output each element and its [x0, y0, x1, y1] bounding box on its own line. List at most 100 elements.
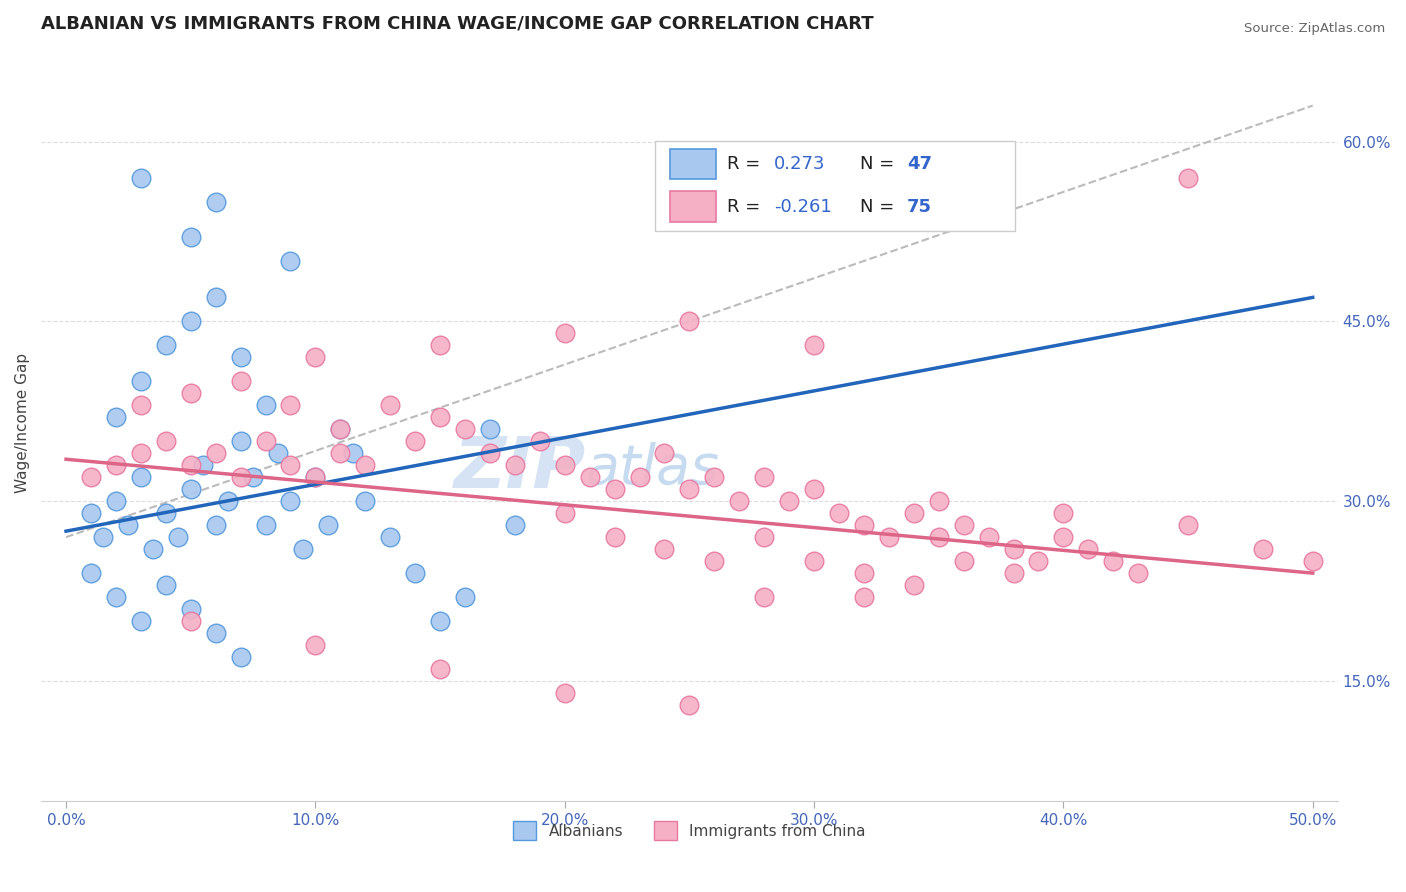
Point: [678, 314, 700, 328]
Point: [316, 518, 339, 533]
Point: [291, 542, 314, 557]
Point: [503, 518, 526, 533]
Point: [928, 530, 950, 544]
Point: [628, 470, 651, 484]
Text: 47: 47: [907, 154, 932, 173]
Point: [554, 506, 576, 520]
Point: [204, 518, 226, 533]
Point: [180, 458, 202, 473]
Point: [229, 434, 252, 449]
Point: [304, 470, 326, 484]
Point: [803, 482, 825, 496]
Text: atlas: atlas: [586, 442, 720, 495]
Point: [204, 446, 226, 460]
Point: [142, 542, 165, 557]
Point: [1052, 506, 1074, 520]
Point: [429, 662, 451, 676]
Point: [104, 494, 127, 508]
Point: [1128, 566, 1150, 581]
Point: [703, 554, 725, 568]
Point: [1052, 530, 1074, 544]
Point: [529, 434, 551, 449]
Point: [803, 338, 825, 352]
Point: [454, 590, 477, 604]
Point: [342, 446, 364, 460]
Point: [204, 626, 226, 640]
Point: [129, 470, 152, 484]
Point: [1028, 554, 1050, 568]
Point: [903, 506, 925, 520]
Point: [852, 566, 875, 581]
FancyBboxPatch shape: [669, 149, 716, 179]
Point: [703, 470, 725, 484]
Point: [603, 530, 626, 544]
Point: [80, 470, 103, 484]
Y-axis label: Wage/Income Gap: Wage/Income Gap: [15, 353, 30, 493]
Point: [129, 374, 152, 388]
Point: [129, 446, 152, 460]
Point: [903, 578, 925, 592]
Point: [454, 422, 477, 436]
Point: [155, 434, 177, 449]
Point: [180, 314, 202, 328]
Text: R =: R =: [727, 197, 766, 216]
Point: [180, 602, 202, 616]
Point: [129, 614, 152, 628]
Point: [877, 530, 900, 544]
Point: [928, 494, 950, 508]
Text: 75: 75: [907, 197, 932, 216]
Point: [104, 410, 127, 425]
Point: [155, 578, 177, 592]
Point: [93, 530, 115, 544]
Point: [167, 530, 190, 544]
Point: [1177, 518, 1199, 533]
Point: [952, 554, 974, 568]
Point: [80, 506, 103, 520]
Point: [329, 446, 352, 460]
Point: [429, 614, 451, 628]
Point: [354, 494, 377, 508]
Point: [778, 494, 800, 508]
Point: [852, 518, 875, 533]
Point: [380, 398, 402, 412]
Point: [117, 518, 139, 533]
Point: [304, 470, 326, 484]
Point: [155, 338, 177, 352]
Point: [754, 470, 776, 484]
Point: [329, 422, 352, 436]
Point: [828, 506, 851, 520]
Point: [429, 410, 451, 425]
Point: [1177, 170, 1199, 185]
Point: [1002, 566, 1025, 581]
Point: [180, 386, 202, 401]
Point: [554, 458, 576, 473]
Point: [242, 470, 264, 484]
Text: ZIP: ZIP: [453, 434, 586, 503]
Point: [217, 494, 239, 508]
Point: [1102, 554, 1125, 568]
Text: N =: N =: [860, 154, 900, 173]
Point: [1002, 542, 1025, 557]
Point: [478, 446, 501, 460]
Point: [229, 470, 252, 484]
Point: [267, 446, 290, 460]
Point: [304, 351, 326, 365]
Point: [654, 446, 676, 460]
Point: [280, 494, 302, 508]
Point: [180, 614, 202, 628]
Point: [654, 542, 676, 557]
Point: [229, 374, 252, 388]
Point: [229, 351, 252, 365]
Point: [193, 458, 215, 473]
Text: 0.273: 0.273: [773, 154, 825, 173]
Point: [129, 398, 152, 412]
Point: [554, 686, 576, 700]
Point: [280, 458, 302, 473]
Point: [180, 230, 202, 244]
Point: [754, 530, 776, 544]
Point: [603, 482, 626, 496]
Text: ALBANIAN VS IMMIGRANTS FROM CHINA WAGE/INCOME GAP CORRELATION CHART: ALBANIAN VS IMMIGRANTS FROM CHINA WAGE/I…: [41, 15, 873, 33]
Text: Source: ZipAtlas.com: Source: ZipAtlas.com: [1244, 22, 1385, 36]
Point: [754, 590, 776, 604]
Point: [478, 422, 501, 436]
